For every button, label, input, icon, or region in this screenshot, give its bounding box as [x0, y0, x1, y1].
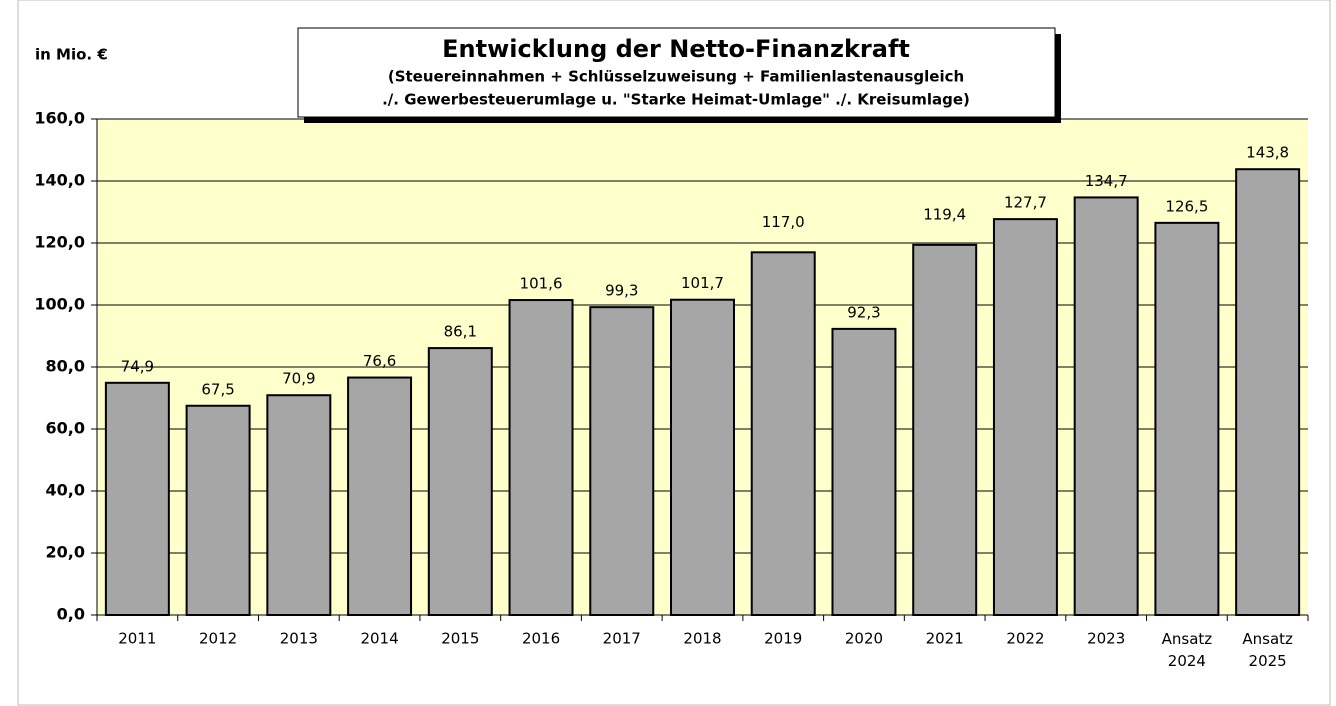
chart-subtitle: (Steuereinnahmen + Schlüsselzuweisung + … — [388, 68, 964, 86]
value-label: 143,8 — [1246, 144, 1289, 162]
value-label: 134,7 — [1085, 172, 1128, 190]
x-tick-label: Ansatz 2024 — [1162, 630, 1213, 670]
bar — [589, 306, 655, 616]
x-tick-label: 2022 — [1006, 630, 1044, 648]
x-tick-label: 2011 — [118, 630, 156, 648]
y-tick-label: 20,0 — [46, 543, 85, 562]
value-label: 92,3 — [847, 303, 880, 321]
x-tick-label: 2017 — [603, 630, 641, 648]
y-tick-label: 0,0 — [57, 605, 85, 624]
bar — [185, 404, 251, 616]
value-label: 126,5 — [1165, 197, 1208, 215]
bar — [670, 298, 735, 616]
title-box — [297, 27, 1056, 118]
value-label: 127,7 — [1004, 194, 1047, 212]
value-label: 76,6 — [363, 352, 396, 370]
bar — [508, 299, 574, 616]
y-tick-label: 120,0 — [34, 233, 85, 252]
x-tick-label: 2020 — [845, 630, 883, 648]
bar — [347, 376, 413, 617]
y-tick-label: 40,0 — [46, 481, 85, 500]
value-label: 101,7 — [681, 274, 724, 292]
y-tick-label: 60,0 — [46, 419, 85, 438]
x-tick-label: 2016 — [522, 630, 560, 648]
x-tick-label: 2013 — [280, 630, 318, 648]
x-tick-label: 2014 — [360, 630, 398, 648]
bar — [750, 251, 816, 617]
y-tick-label: 80,0 — [46, 357, 85, 376]
bar — [1154, 221, 1220, 616]
x-tick-label: Ansatz 2025 — [1242, 630, 1293, 670]
bar — [992, 218, 1058, 616]
bar — [266, 394, 332, 616]
value-label: 70,9 — [282, 370, 315, 388]
bar — [912, 243, 978, 617]
chart-subtitle: ./. Gewerbesteuerumlage u. "Starke Heima… — [382, 91, 970, 109]
x-tick-label: 2021 — [926, 630, 964, 648]
y-tick-label: 140,0 — [34, 171, 85, 190]
bar — [831, 327, 897, 616]
x-tick-label: 2023 — [1087, 630, 1125, 648]
bar — [104, 381, 170, 616]
chart-title: Entwicklung der Netto-Finanzkraft — [442, 35, 910, 63]
y-tick-label: 160,0 — [34, 109, 85, 128]
value-label: 67,5 — [201, 380, 234, 398]
bar — [1073, 196, 1139, 616]
value-label: 99,3 — [605, 282, 638, 300]
bar — [427, 347, 493, 616]
value-label: 117,0 — [762, 213, 805, 231]
y-axis-label: in Mio. € — [35, 46, 108, 64]
value-label: 119,4 — [923, 205, 966, 223]
value-label: 74,9 — [121, 357, 154, 375]
y-tick-label: 100,0 — [34, 295, 85, 314]
x-tick-label: 2012 — [199, 630, 237, 648]
value-label: 86,1 — [444, 323, 477, 341]
x-tick-label: 2015 — [441, 630, 479, 648]
x-tick-label: 2018 — [683, 630, 721, 648]
bar — [1235, 168, 1301, 616]
value-label: 101,6 — [520, 275, 563, 293]
x-tick-label: 2019 — [764, 630, 802, 648]
